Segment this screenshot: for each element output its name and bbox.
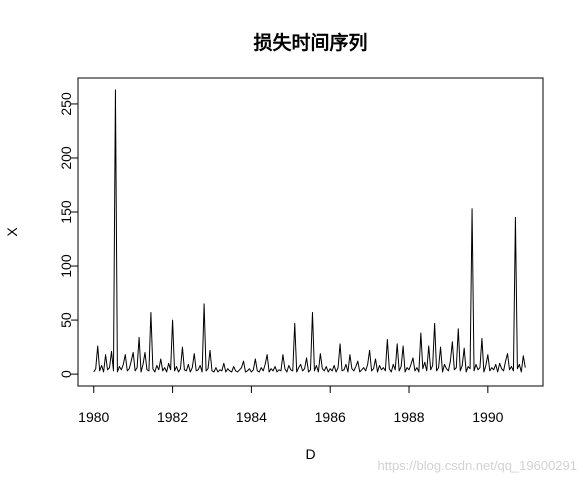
- y-tick-label: 100: [58, 254, 74, 278]
- x-tick-label: 1980: [78, 409, 109, 425]
- y-tick-label: 200: [58, 146, 74, 170]
- series-layer: [93, 89, 526, 373]
- x-tick-label: 1982: [157, 409, 188, 425]
- x-tick-label: 1986: [315, 409, 346, 425]
- x-tick-label: 1984: [236, 409, 267, 425]
- x-axis-title: D: [305, 446, 315, 462]
- y-tick-label: 50: [58, 312, 74, 328]
- watermark-text: https://blog.csdn.net/qq_19600291: [378, 458, 578, 473]
- x-axis: 1980 1982 1984 1986 1988 1990: [78, 385, 504, 425]
- series-line-loss: [93, 89, 526, 373]
- chart-title: 损失时间序列: [253, 31, 367, 54]
- x-tick-label: 1988: [393, 409, 424, 425]
- y-axis: 0 50 100 150 200 250: [58, 92, 79, 378]
- y-axis-title: X: [4, 227, 20, 237]
- y-tick-label: 0: [58, 370, 74, 378]
- x-tick-label: 1990: [472, 409, 503, 425]
- y-tick-label: 250: [58, 92, 74, 116]
- y-tick-label: 150: [58, 200, 74, 224]
